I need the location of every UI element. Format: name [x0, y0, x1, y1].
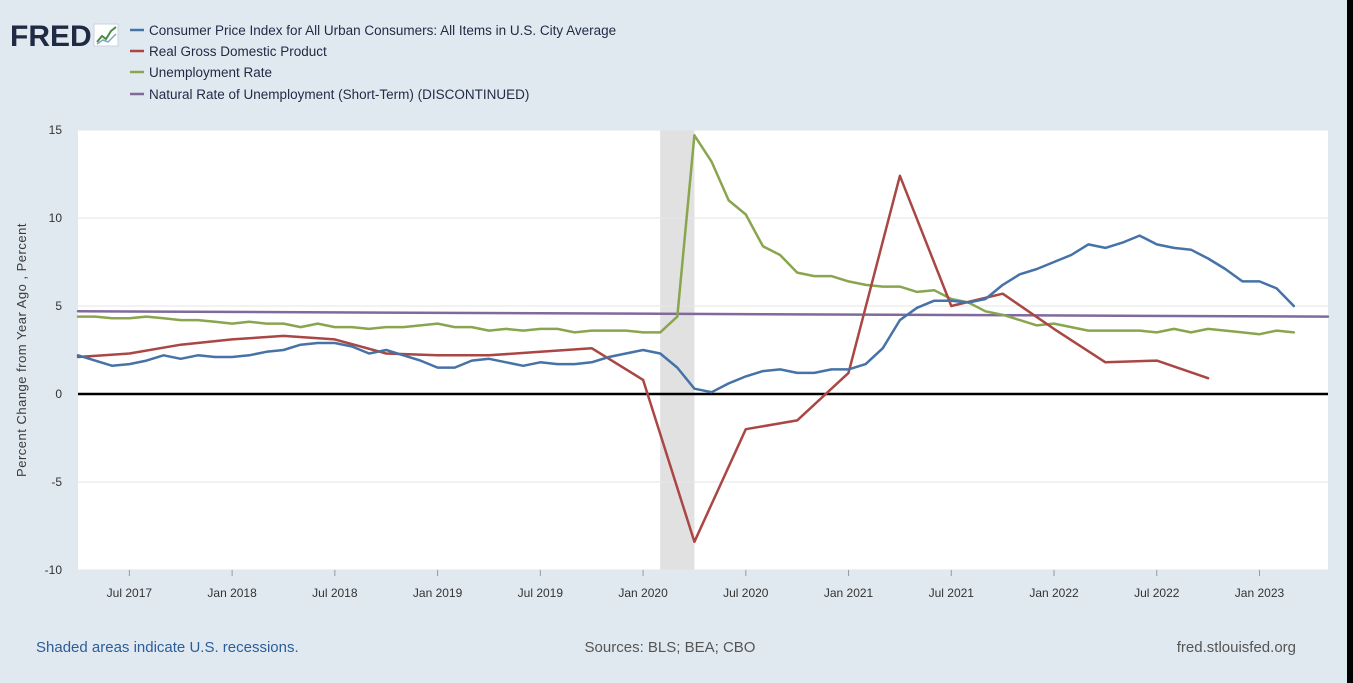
y-tick-label: 0 [55, 387, 62, 401]
legend-label: Unemployment Rate [149, 65, 272, 80]
x-tick-label: Jan 2019 [413, 586, 463, 600]
x-tick-label: Jan 2022 [1029, 586, 1079, 600]
x-tick-label: Jul 2022 [1134, 586, 1180, 600]
legend-item-cpi[interactable]: Consumer Price Index for All Urban Consu… [130, 23, 616, 38]
y-tick-label: 15 [49, 123, 63, 137]
x-tick-label: Jul 2019 [518, 586, 564, 600]
y-axis-ticks: 15 10 5 0 -5 -10 [45, 123, 63, 577]
series-line-natural-rate[interactable] [76, 310, 1330, 318]
x-tick-label: Jan 2023 [1235, 586, 1285, 600]
series-line-gdp[interactable] [76, 174, 1210, 544]
y-tick-label: -10 [45, 563, 63, 577]
x-tick-label: Jul 2020 [723, 586, 769, 600]
x-axis-ticks: Jul 2017 Jan 2018 Jul 2018 Jan 2019 Jul 2019… [107, 570, 1285, 600]
fred-logo-text: FRED [10, 20, 92, 53]
x-tick-label: Jan 2020 [618, 586, 668, 600]
y-axis-title: Percent Change from Year Ago , Percent [14, 223, 29, 477]
graph-logo-icon [93, 23, 119, 47]
legend-label: Natural Rate of Unemployment (Short-Term… [149, 87, 529, 102]
x-tick-label: Jul 2017 [107, 586, 153, 600]
chart-legend: Consumer Price Index for All Urban Consu… [130, 23, 616, 102]
x-tick-label: Jul 2018 [312, 586, 358, 600]
series-line-unemployment[interactable] [76, 134, 1296, 336]
legend-item-unemployment[interactable]: Unemployment Rate [130, 65, 272, 80]
y-tick-label: 10 [49, 211, 63, 225]
fred-logo[interactable]: FRED [10, 20, 119, 53]
x-tick-label: Jan 2018 [207, 586, 257, 600]
y-tick-label: -5 [51, 475, 62, 489]
series-lines [76, 134, 1330, 544]
legend-label: Real Gross Domestic Product [149, 44, 327, 59]
gridlines [78, 129, 1328, 571]
sources-text: Sources: BLS; BEA; CBO [585, 639, 756, 656]
legend-item-natural-rate[interactable]: Natural Rate of Unemployment (Short-Term… [130, 87, 529, 102]
x-tick-label: Jul 2021 [929, 586, 975, 600]
legend-item-gdp[interactable]: Real Gross Domestic Product [130, 44, 327, 59]
plot-area [78, 130, 1328, 570]
x-tick-label: Jan 2021 [824, 586, 874, 600]
legend-label: Consumer Price Index for All Urban Consu… [149, 23, 616, 38]
window-edge [1347, 0, 1353, 683]
series-line-cpi[interactable] [76, 234, 1296, 394]
recession-note-link[interactable]: Shaded areas indicate U.S. recessions. [36, 639, 299, 656]
y-tick-label: 5 [55, 299, 62, 313]
site-link[interactable]: fred.stlouisfed.org [1177, 639, 1296, 656]
